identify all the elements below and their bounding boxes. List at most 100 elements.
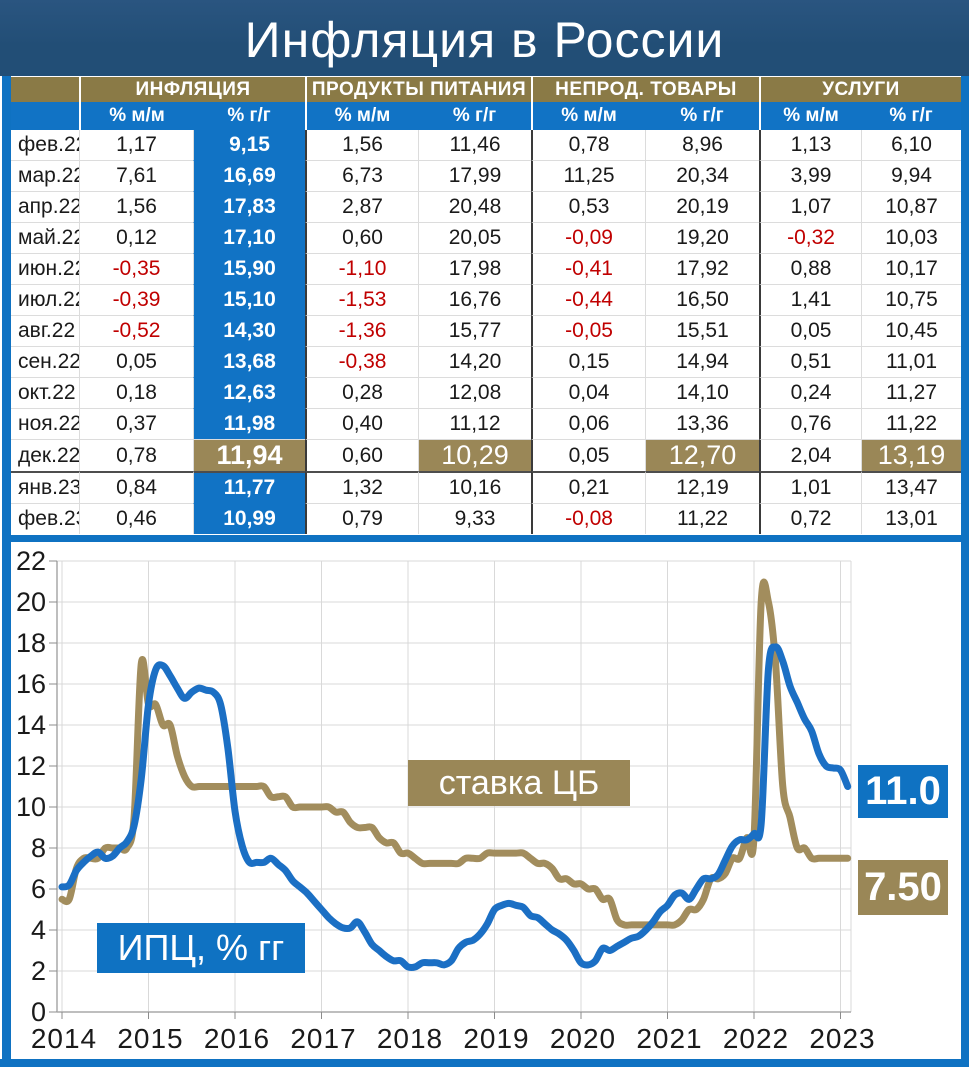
y-axis-label: 2 (31, 956, 46, 986)
x-axis-label: 2022 (723, 1023, 789, 1054)
month-cell: дек.22 (11, 439, 79, 471)
table-subheader-row: % м/м% г/г% м/м% г/г% м/м% г/г% м/м% г/г (11, 102, 962, 130)
value-cell: 12,70 (645, 439, 760, 471)
value-cell: 0,05 (79, 346, 193, 377)
value-cell: 1,13 (759, 130, 862, 160)
x-axis-label: 2018 (377, 1023, 443, 1054)
month-cell: ноя.22 (11, 408, 79, 439)
title-band: Инфляция в России (0, 0, 969, 76)
value-cell: 0,40 (305, 408, 418, 439)
value-cell: 10,29 (418, 439, 532, 471)
value-cell: 6,10 (861, 130, 962, 160)
y-axis-label: 10 (16, 792, 46, 822)
x-axis-label: 2017 (290, 1023, 356, 1054)
table-head: ИНФЛЯЦИЯ ПРОДУКТЫ ПИТАНИЯ НЕПРОД. ТОВАРЫ УС… (11, 77, 962, 130)
value-cell: 20,48 (418, 191, 532, 222)
value-cell: 13,19 (861, 439, 962, 471)
value-cell: 14,20 (418, 346, 532, 377)
value-cell: 11,01 (861, 346, 962, 377)
value-cell: 1,17 (79, 130, 193, 160)
value-cell: 10,99 (193, 503, 305, 534)
value-cell: 11,46 (418, 130, 532, 160)
month-cell: янв.23 (11, 471, 79, 503)
value-cell: 6,73 (305, 160, 418, 191)
table-row: ноя.22 0,37 11,98 0,40 11,12 0,06 13,36 0,76 11,… (11, 408, 962, 439)
table-row: фев.230,4610,990,799,33-0,0811,220,7213,… (11, 503, 962, 534)
value-cell: 0,79 (305, 503, 418, 534)
value-cell: 0,18 (79, 377, 193, 408)
bottom-border (0, 1059, 969, 1067)
table-body: фев.221,179,151,5611,460,788,961,136,10м… (11, 130, 962, 534)
y-axis-label: 18 (16, 628, 46, 658)
value-cell: 11,27 (861, 377, 962, 408)
table-row: июн.22-0,3515,90-1,1017,98-0,4117,920,88… (11, 253, 962, 284)
subheader-3-mm: % м/м (759, 102, 862, 130)
table-group-row: ИНФЛЯЦИЯ ПРОДУКТЫ ПИТАНИЯ НЕПРОД. ТОВАРЫ УС… (11, 77, 962, 102)
value-cell: 14,30 (193, 315, 305, 346)
y-axis-label: 0 (31, 997, 46, 1027)
group-header-1: ПРОДУКТЫ ПИТАНИЯ (305, 77, 532, 102)
value-cell: 0,15 (531, 346, 646, 377)
month-cell: май.22 (11, 222, 79, 253)
cpi-end-value: 11.0 (858, 765, 948, 818)
table-row: апр.22 1,56 17,83 2,87 20,48 0,53 20,19 1,07 10,… (11, 191, 962, 222)
value-cell: 11,98 (193, 408, 305, 439)
rate-end-value: 7.50 (858, 860, 948, 915)
value-cell: 12,19 (645, 471, 760, 503)
rate-line (58, 578, 852, 929)
subheader-1-gg: % г/г (418, 102, 532, 130)
value-cell: 12,63 (193, 377, 305, 408)
table-corner-cell (11, 77, 79, 102)
value-cell: 9,15 (193, 130, 305, 160)
value-cell: 0,76 (759, 408, 862, 439)
value-cell: 0,24 (759, 377, 862, 408)
value-cell: 0,51 (759, 346, 862, 377)
value-cell: 1,56 (79, 191, 193, 222)
value-cell: 2,04 (759, 439, 862, 471)
y-axis-label: 20 (16, 587, 46, 617)
x-axis-label: 2014 (31, 1023, 97, 1054)
subheader-0-mm: % м/м (79, 102, 193, 130)
value-cell: 1,56 (305, 130, 418, 160)
table-row: июл.22-0,3915,10-1,5316,76-0,4416,501,41… (11, 284, 962, 315)
month-cell: июн.22 (11, 253, 79, 284)
month-cell: апр.22 (11, 191, 79, 222)
inflation-table: ИНФЛЯЦИЯ ПРОДУКТЫ ПИТАНИЯ НЕПРОД. ТОВАРЫ УС… (11, 77, 962, 534)
value-cell: 1,07 (759, 191, 862, 222)
value-cell: 12,08 (418, 377, 532, 408)
value-cell: 0,06 (531, 408, 646, 439)
value-cell: 9,33 (418, 503, 532, 534)
value-cell: 20,05 (418, 222, 532, 253)
value-cell: 11,22 (861, 408, 962, 439)
month-cell: фев.22 (11, 130, 79, 160)
subheader-0-gg: % г/г (193, 102, 305, 130)
value-cell: 0,05 (531, 439, 646, 471)
value-cell: -0,32 (759, 222, 862, 253)
x-axis-label: 2020 (550, 1023, 616, 1054)
month-cell: июл.22 (11, 284, 79, 315)
x-axis-label: 2021 (636, 1023, 702, 1054)
month-cell: мар.22 (11, 160, 79, 191)
group-header-0: ИНФЛЯЦИЯ (79, 77, 305, 102)
value-cell: 0,60 (305, 439, 418, 471)
value-cell: 15,51 (645, 315, 760, 346)
cpi-line (58, 643, 852, 972)
value-cell: 11,77 (193, 471, 305, 503)
value-cell: 13,47 (861, 471, 962, 503)
table-row: авг.22 -0,52 14,30 -1,36 15,77 -0,05 15,51 0,05… (11, 315, 962, 346)
y-axis-label: 4 (31, 915, 46, 945)
value-cell: 2,87 (305, 191, 418, 222)
value-cell: 0,12 (79, 222, 193, 253)
y-axis-label: 16 (16, 669, 46, 699)
value-cell: 10,45 (861, 315, 962, 346)
table-row: янв.23 0,84 11,77 1,32 10,16 0,21 12,19 1,01 13,… (11, 471, 962, 503)
value-cell: 9,94 (861, 160, 962, 191)
value-cell: 20,19 (645, 191, 760, 222)
subheader-3-gg: % г/г (861, 102, 962, 130)
value-cell: 0,84 (79, 471, 193, 503)
cpi-series-label: ИПЦ, % гг (97, 923, 305, 973)
value-cell: 8,96 (645, 130, 760, 160)
value-cell: 20,34 (645, 160, 760, 191)
page-title: Инфляция в России (244, 12, 725, 68)
